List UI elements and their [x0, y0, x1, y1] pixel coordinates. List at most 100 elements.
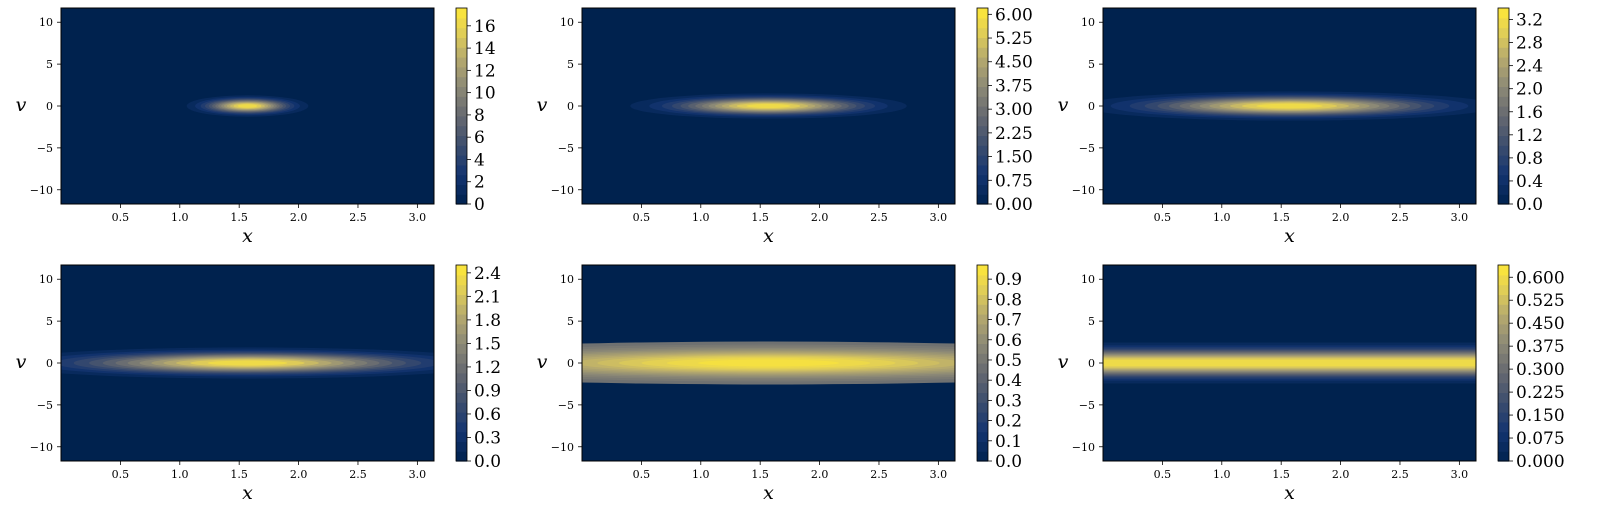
y-tick-label: −10	[30, 441, 53, 454]
heatmap	[61, 8, 434, 204]
colorbar-segment	[456, 314, 467, 325]
colorbar-segment	[456, 174, 467, 185]
y-tick-label: −10	[551, 441, 574, 454]
y-tick-label: −5	[37, 399, 53, 412]
colorbar-segment	[456, 343, 467, 354]
colorbar-tick-label: 2.4	[1516, 57, 1543, 77]
colorbar-frame	[976, 7, 989, 205]
colorbar-segment	[977, 412, 988, 423]
contour-level	[1256, 103, 1323, 109]
colorbar-tick-label: 1.6	[1516, 103, 1543, 123]
x-tick-label: 1.5	[1272, 468, 1290, 481]
colorbar-tick-label: 0.000	[1516, 452, 1565, 472]
x-tick-label: 3.0	[930, 211, 948, 224]
y-tick-label: −5	[1079, 142, 1095, 155]
colorbar: 0.0 0.3 0.6 0.9 1.2 1.5 1.8 2.1 2.4	[455, 264, 501, 472]
colorbar-segment	[977, 86, 988, 97]
y-axis-label: v	[537, 94, 548, 116]
x-tick-label: 0.5	[633, 211, 651, 224]
panel-6: 0.5 1.0 1.5 2.0 2.5 3.01050−5−10xv0.0000.0750…	[1058, 264, 1565, 504]
colorbar-tick-label: 3.75	[995, 76, 1033, 96]
colorbar-segment	[977, 155, 988, 166]
colorbar-segment	[977, 27, 988, 38]
x-tick-label: 3.0	[409, 468, 427, 481]
x-axis-label: x	[242, 225, 253, 247]
colorbar-segment	[977, 304, 988, 315]
colorbar-frame	[1497, 264, 1510, 462]
heatmap	[582, 8, 955, 204]
colorbar-tick-label: 1.50	[995, 148, 1033, 168]
colorbar-segment	[456, 431, 467, 442]
colorbar-frame	[976, 264, 989, 462]
colorbar-segment	[456, 76, 467, 87]
panel-5: 0.5 1.0 1.5 2.0 2.5 3.01050−5−10xv0.00.10.20.…	[537, 264, 1022, 504]
y-tick-label: 5	[567, 315, 574, 328]
colorbar-segment	[456, 392, 467, 403]
x-tick-label: 1.0	[171, 468, 189, 481]
colorbar-segment	[977, 323, 988, 335]
x-tick-label: 0.5	[1154, 211, 1172, 224]
colorbar-segment	[1498, 333, 1509, 344]
colorbar-segment	[1498, 323, 1509, 335]
colorbar-segment	[1498, 135, 1509, 146]
y-tick-label: −5	[558, 399, 574, 412]
colorbar-segment	[977, 451, 988, 462]
y-axis-label: v	[16, 351, 27, 373]
colorbar-tick-label: 0.375	[1516, 337, 1565, 357]
colorbar-segment	[456, 37, 467, 48]
colorbar-segment	[456, 106, 467, 117]
colorbar-segment	[977, 431, 988, 442]
y-tick-label: 5	[1088, 315, 1095, 328]
x-tick-label: 3.0	[409, 211, 427, 224]
y-tick-label: 10	[39, 273, 53, 286]
panel-2: 0.5 1.0 1.5 2.0 2.5 3.0 10 5 0 −5 −10 x v 0.00 0.75 1.5…	[537, 5, 1033, 247]
colorbar-segment	[977, 392, 988, 403]
colorbar-segment	[456, 372, 467, 384]
colorbar-segment	[977, 145, 988, 156]
y-tick-label: 5	[46, 315, 53, 328]
colorbar-segment	[1498, 392, 1509, 403]
colorbar-tick-label: 0.8	[995, 290, 1022, 310]
colorbar-tick-label: 0.75	[995, 171, 1033, 191]
colorbar-tick-label: 0.7	[995, 311, 1022, 331]
colorbar-tick-label: 0.300	[1516, 360, 1565, 380]
x-axis-label: x	[242, 482, 253, 504]
colorbar-segment	[1498, 37, 1509, 48]
colorbar-segment	[456, 421, 467, 433]
x-tick-label: 2.5	[349, 468, 367, 481]
y-tick-label: 5	[1088, 58, 1095, 71]
colorbar-segment	[977, 265, 988, 276]
colorbar-tick-label: 0.0	[1516, 195, 1543, 215]
colorbar-tick-label: 0.00	[995, 195, 1033, 215]
colorbar-segment	[977, 96, 988, 107]
colorbar-segment	[977, 174, 988, 185]
colorbar-segment	[456, 145, 467, 156]
colorbar-segment	[977, 106, 988, 117]
colorbar-segment	[977, 372, 988, 384]
colorbar-segment	[1498, 412, 1509, 423]
y-tick-label: −10	[1072, 441, 1095, 454]
colorbar-segment	[456, 27, 467, 38]
colorbar-segment	[456, 363, 467, 374]
x-tick-label: 1.5	[751, 468, 769, 481]
heatmap	[582, 265, 955, 461]
x-tick-label: 1.0	[1213, 211, 1231, 224]
colorbar-segment	[1498, 174, 1509, 185]
colorbar-tick-label: 2.0	[1516, 80, 1543, 100]
colorbar-tick-label: 0.2	[995, 412, 1022, 432]
colorbar-segment	[456, 184, 467, 195]
colorbar-tick-label: 1.2	[1516, 126, 1543, 146]
colorbar-tick-label: 0	[474, 195, 485, 215]
colorbar-frame	[455, 7, 468, 205]
heatmap	[61, 265, 434, 461]
colorbar-segment	[1498, 343, 1509, 354]
y-tick-label: −5	[37, 142, 53, 155]
colorbar-segment	[977, 66, 988, 78]
x-tick-label: 0.5	[112, 211, 130, 224]
colorbar-segment	[977, 274, 988, 286]
y-tick-label: 10	[560, 273, 574, 286]
y-tick-label: 5	[567, 58, 574, 71]
x-tick-label: 3.0	[930, 468, 948, 481]
x-tick-label: 2.5	[870, 468, 888, 481]
colorbar-segment	[456, 265, 467, 276]
